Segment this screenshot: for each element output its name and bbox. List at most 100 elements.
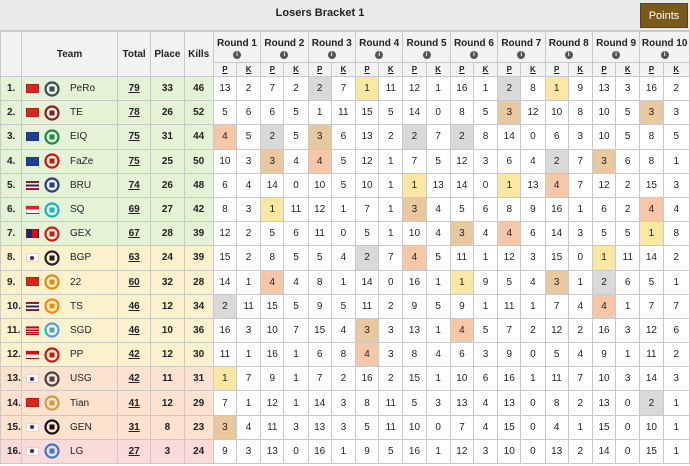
round-kills-cell: 11 — [378, 390, 404, 416]
team-header[interactable]: Team — [21, 31, 118, 77]
kills-subheader[interactable]: K — [283, 62, 309, 77]
round-place-cell: 15 — [260, 293, 285, 319]
kills-subheader[interactable]: K — [378, 62, 404, 77]
round-kills-cell: 3 — [330, 390, 356, 416]
team-name[interactable]: 22 — [62, 269, 118, 295]
round-kills-cell: 5 — [425, 245, 451, 271]
total-header[interactable]: Total — [116, 31, 152, 77]
place-subheader[interactable]: P — [212, 62, 237, 77]
info-icon[interactable]: i — [469, 51, 478, 59]
round-kills-cell: 2 — [235, 75, 262, 102]
round-place-cell: 10 — [307, 172, 332, 198]
kills-subheader[interactable]: K — [425, 62, 451, 77]
round-kills-cell: 1 — [662, 390, 690, 416]
round-place-cell: 5 — [354, 414, 380, 440]
kills-subheader[interactable]: K — [520, 62, 546, 77]
team-name[interactable]: GEX — [62, 221, 118, 247]
place-subheader[interactable]: P — [354, 62, 380, 77]
round-place-cell: 2 — [307, 75, 332, 102]
round-kills-cell: 2 — [378, 293, 404, 319]
info-icon[interactable]: i — [564, 51, 573, 59]
round-kills-cell: 4 — [235, 172, 262, 198]
team-name[interactable]: LG — [62, 438, 118, 465]
info-icon[interactable]: i — [375, 51, 384, 59]
round-kills-cell: 6 — [283, 221, 309, 247]
team-name[interactable]: GEN — [62, 414, 118, 440]
round-place-cell: 11 — [639, 342, 664, 368]
round-place-cell: 14 — [449, 172, 474, 198]
round-kills-cell: 1 — [235, 269, 262, 295]
round-kills-cell: 0 — [520, 124, 546, 150]
kills-cell: 36 — [183, 317, 214, 344]
round-place-cell: 4 — [544, 172, 569, 198]
team-name[interactable]: PP — [62, 342, 118, 368]
round-kills-cell: 0 — [520, 342, 546, 368]
logo-cell — [41, 342, 63, 368]
team-name[interactable]: TS — [62, 293, 118, 319]
team-name[interactable]: PeRo — [62, 75, 118, 102]
place-subheader[interactable]: P — [639, 62, 664, 77]
round-kills-cell: 11 — [378, 75, 404, 102]
team-name[interactable]: FaZe — [62, 148, 118, 174]
team-name[interactable]: BRU — [62, 172, 118, 198]
team-name[interactable]: BGP — [62, 245, 118, 271]
team-name[interactable]: TE — [62, 100, 118, 126]
info-icon[interactable]: i — [612, 51, 621, 59]
flag-icon — [25, 350, 39, 360]
round-kills-cell: 4 — [472, 221, 499, 247]
info-icon[interactable]: i — [660, 51, 669, 59]
round-kills-cell: 5 — [330, 293, 356, 319]
total-cell: 41 — [116, 390, 152, 416]
team-name[interactable]: SQ — [62, 196, 118, 223]
round-place-cell: 3 — [591, 148, 617, 174]
rank-cell: 14. — [0, 390, 23, 416]
round-kills-cell: 6 — [615, 148, 641, 174]
round-place-cell: 6 — [307, 342, 332, 368]
place-subheader[interactable]: P — [591, 62, 617, 77]
team-name[interactable]: SGD — [62, 317, 118, 344]
round-kills-cell: 5 — [615, 100, 641, 126]
kills-subheader[interactable]: K — [235, 62, 262, 77]
place-subheader[interactable]: P — [544, 62, 569, 77]
round-kills-cell: 3 — [615, 75, 641, 102]
kills-subheader[interactable]: K — [567, 62, 593, 77]
kills-subheader[interactable]: K — [472, 62, 499, 77]
info-icon[interactable]: i — [232, 51, 241, 59]
place-subheader[interactable]: P — [402, 62, 427, 77]
team-name[interactable]: USG — [62, 366, 118, 392]
round-place-cell: 9 — [260, 366, 285, 392]
place-subheader[interactable]: P — [497, 62, 522, 77]
points-button[interactable]: Points — [640, 3, 688, 28]
team-name[interactable]: EIQ — [62, 124, 118, 150]
info-icon[interactable]: i — [280, 51, 289, 59]
round-place-cell: 14 — [260, 172, 285, 198]
total-cell: 78 — [116, 100, 152, 126]
round-place-cell: 14 — [402, 100, 427, 126]
place-subheader[interactable]: P — [449, 62, 474, 77]
flag-cell — [21, 124, 42, 150]
round-kills-cell: 2 — [567, 317, 593, 344]
round-place-cell: 13 — [544, 438, 569, 465]
round-place-cell: 11 — [307, 221, 332, 247]
total-cell: 69 — [116, 196, 152, 223]
round-kills-cell: 4 — [520, 148, 546, 174]
lg-logo-icon — [44, 443, 60, 460]
kills-subheader[interactable]: K — [662, 62, 690, 77]
info-icon[interactable]: i — [327, 51, 336, 59]
round-place-cell: 2 — [354, 245, 380, 271]
round-place-cell: 9 — [212, 438, 237, 465]
place-header[interactable]: Place — [150, 31, 185, 77]
round-place-cell: 8 — [639, 148, 664, 174]
info-icon[interactable]: i — [422, 51, 431, 59]
table-row: 10. TS 46 12 34 2 11 15 5 9 5 11 2 9 5 9 1 11 1 7 4 4 1 7 7 — [0, 293, 690, 319]
round-kills-cell: 5 — [283, 100, 309, 126]
round-kills-cell: 3 — [235, 196, 262, 223]
team-name[interactable]: Tian — [62, 390, 118, 416]
place-subheader[interactable]: P — [307, 62, 332, 77]
kills-header[interactable]: Kills — [183, 31, 214, 77]
kills-subheader[interactable]: K — [615, 62, 641, 77]
kills-subheader[interactable]: K — [330, 62, 356, 77]
round-place-cell: 14 — [639, 245, 664, 271]
info-icon[interactable]: i — [517, 51, 526, 59]
place-subheader[interactable]: P — [260, 62, 285, 77]
